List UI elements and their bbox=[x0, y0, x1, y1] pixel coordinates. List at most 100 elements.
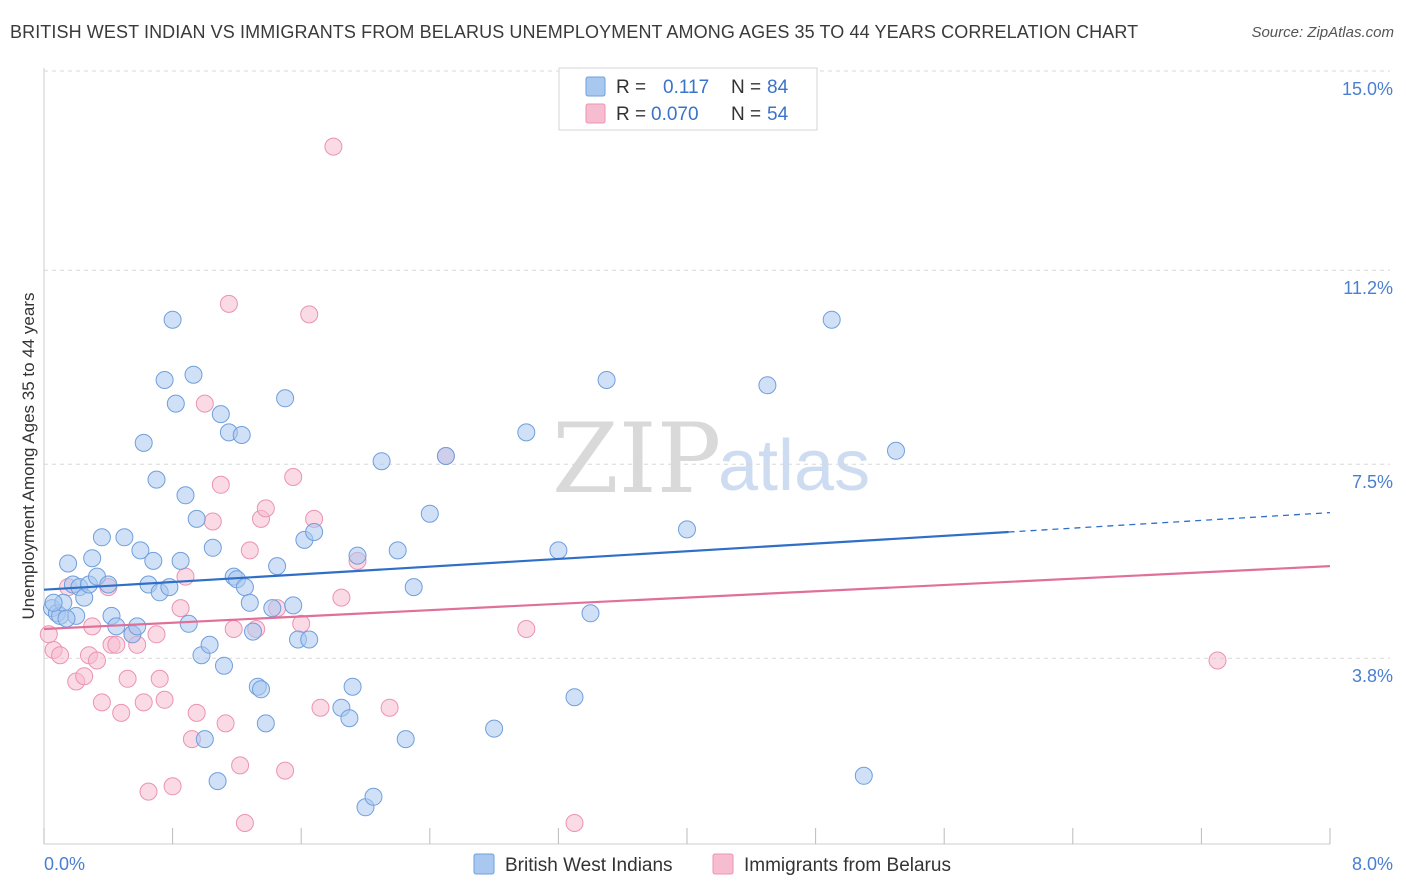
bwi-point-28 bbox=[166, 394, 185, 413]
bwi-point-60 bbox=[340, 709, 359, 728]
legend-n-value-1: 84 bbox=[767, 77, 789, 98]
legend-r-value-2: 0.070 bbox=[651, 104, 699, 125]
bwi-point-80 bbox=[854, 766, 873, 785]
belarus-point-49 bbox=[380, 698, 399, 717]
bwi-point-37 bbox=[203, 538, 222, 557]
x-tick-label-max: 8.0% bbox=[1352, 854, 1393, 874]
watermark-atlas: atlas bbox=[718, 426, 870, 506]
bwi-point-66 bbox=[388, 541, 407, 560]
trend-line-bwi-extension bbox=[1008, 511, 1331, 533]
y-tick-label-2: 7.5% bbox=[1352, 472, 1393, 492]
belarus-point-38 bbox=[256, 499, 275, 518]
belarus-point-12 bbox=[107, 635, 126, 654]
bwi-point-69 bbox=[420, 504, 439, 523]
belarus-point-35 bbox=[240, 541, 259, 560]
belarus-point-45 bbox=[311, 698, 330, 717]
belarus-point-19 bbox=[147, 625, 166, 644]
belarus-point-51 bbox=[517, 620, 536, 638]
bwi-point-68 bbox=[404, 578, 423, 597]
grid-layer bbox=[44, 70, 1390, 659]
belarus-point-53 bbox=[1208, 651, 1227, 670]
x-tick-label-min: 0.0% bbox=[44, 854, 85, 874]
bwi-point-44 bbox=[232, 426, 251, 444]
bwi-point-65 bbox=[372, 452, 391, 471]
belarus-point-22 bbox=[163, 777, 182, 796]
bwi-point-61 bbox=[343, 677, 362, 696]
bwi-point-67 bbox=[396, 730, 415, 749]
belarus-point-41 bbox=[284, 468, 303, 486]
bwi-point-12 bbox=[92, 528, 111, 547]
bwi-point-81 bbox=[887, 441, 905, 460]
legend-r-value-1: 0.117 bbox=[663, 77, 709, 98]
bwi-point-53 bbox=[276, 389, 295, 408]
belarus-point-26 bbox=[187, 703, 206, 722]
bwi-point-29 bbox=[171, 551, 190, 570]
trend-line-belarus bbox=[43, 565, 1331, 631]
belarus-point-42 bbox=[292, 614, 311, 633]
bwi-point-82 bbox=[44, 593, 63, 612]
bwi-point-19 bbox=[131, 541, 150, 560]
series-legend: British West Indians Immigrants from Bel… bbox=[473, 853, 951, 876]
legend-n-label-2: N = bbox=[731, 104, 761, 125]
belarus-point-5 bbox=[75, 667, 94, 686]
bottom-legend-swatch-blue bbox=[473, 853, 495, 875]
bwi-point-46 bbox=[240, 593, 259, 612]
belarus-point-40 bbox=[276, 761, 295, 780]
correlation-legend: R = 0.117 N = 84 R = 0.070 N = 54 bbox=[558, 67, 818, 131]
bwi-point-27 bbox=[163, 310, 182, 329]
belarus-point-43 bbox=[300, 305, 319, 324]
bwi-point-32 bbox=[184, 365, 203, 384]
bwi-point-71 bbox=[485, 719, 504, 738]
watermark-zip: ZIP bbox=[552, 403, 721, 515]
belarus-point-18 bbox=[139, 782, 158, 801]
bottom-legend-swatch-pink bbox=[712, 853, 734, 875]
bwi-point-22 bbox=[144, 551, 163, 570]
belarus-point-9 bbox=[92, 693, 111, 712]
belarus-point-21 bbox=[155, 690, 174, 709]
bwi-point-52 bbox=[268, 557, 287, 576]
legend-swatch-blue bbox=[585, 76, 606, 97]
bwi-point-64 bbox=[364, 787, 383, 806]
legend-r-label-2: R = bbox=[616, 104, 646, 125]
bwi-point-31 bbox=[179, 614, 198, 633]
bwi-point-23 bbox=[147, 470, 166, 489]
bwi-point-40 bbox=[215, 656, 233, 675]
bwi-point-38 bbox=[208, 772, 227, 791]
x-tick-marks bbox=[43, 828, 1331, 844]
belarus-point-34 bbox=[235, 814, 254, 832]
bottom-legend-label-blue: British West Indians bbox=[505, 855, 673, 876]
chart-source: Source: ZipAtlas.com bbox=[1251, 24, 1394, 41]
bwi-point-45 bbox=[235, 578, 254, 597]
belarus-point-13 bbox=[112, 703, 131, 722]
belarus-point-8 bbox=[88, 651, 106, 670]
bwi-point-49 bbox=[252, 680, 270, 699]
bwi-point-50 bbox=[256, 714, 275, 733]
bwi-point-30 bbox=[176, 486, 195, 505]
bwi-point-33 bbox=[187, 509, 206, 528]
trend-lines bbox=[43, 511, 1331, 631]
bwi-point-25 bbox=[155, 371, 174, 389]
bwi-point-76 bbox=[597, 371, 616, 389]
bwi-point-62 bbox=[348, 546, 367, 565]
belarus-point-27 bbox=[195, 394, 214, 413]
belarus-point-2 bbox=[51, 646, 70, 665]
belarus-point-47 bbox=[332, 588, 351, 607]
bwi-point-35 bbox=[195, 730, 214, 749]
legend-r-label-1: R = bbox=[616, 77, 646, 98]
chart-title: BRITISH WEST INDIAN VS IMMIGRANTS FROM B… bbox=[10, 22, 1139, 42]
legend-n-value-2: 54 bbox=[767, 104, 789, 125]
belarus-point-14 bbox=[118, 669, 137, 688]
belarus-point-20 bbox=[150, 669, 169, 688]
bwi-point-20 bbox=[134, 433, 153, 452]
bwi-point-10 bbox=[83, 549, 102, 568]
y-tick-label-1: 11.2% bbox=[1343, 278, 1393, 298]
bottom-legend-label-pink: Immigrants from Belarus bbox=[744, 855, 951, 876]
belarus-point-30 bbox=[216, 714, 235, 733]
belarus-point-52 bbox=[565, 814, 584, 832]
bwi-point-51 bbox=[263, 599, 282, 618]
belarus-point-31 bbox=[219, 294, 238, 313]
belarus-point-28 bbox=[203, 512, 222, 531]
series-british-west-indians bbox=[43, 310, 905, 817]
bwi-point-73 bbox=[549, 541, 568, 560]
